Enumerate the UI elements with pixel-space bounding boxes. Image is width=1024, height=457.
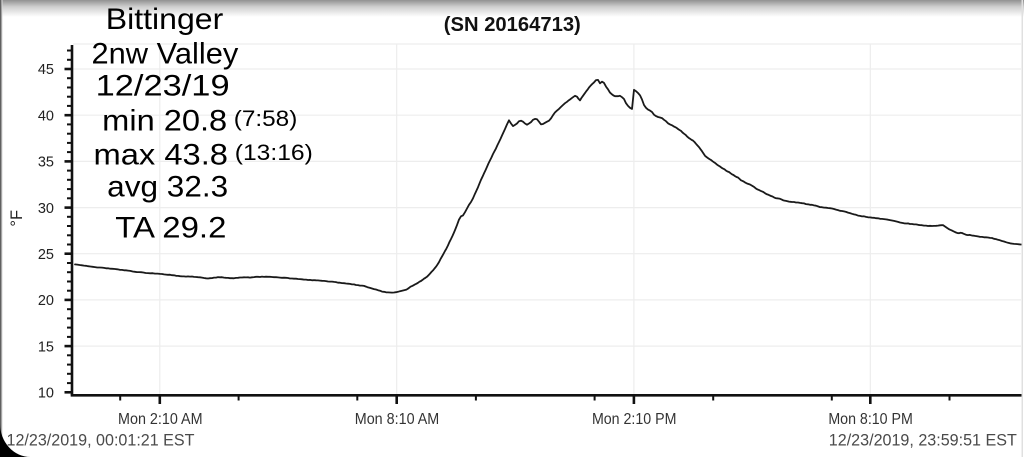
svg-text:2nw Valley: 2nw Valley bbox=[91, 38, 238, 71]
svg-text:Mon 8:10 PM: Mon 8:10 PM bbox=[828, 411, 913, 428]
svg-text:15: 15 bbox=[38, 339, 54, 355]
svg-text:max 43.8: max 43.8 bbox=[94, 138, 229, 171]
svg-text:25: 25 bbox=[38, 247, 54, 263]
svg-text:(SN 20164713): (SN 20164713) bbox=[444, 14, 581, 36]
svg-text:45: 45 bbox=[38, 62, 54, 78]
svg-text:°F: °F bbox=[8, 210, 26, 227]
svg-text:Bittinger: Bittinger bbox=[106, 3, 224, 36]
svg-text:TA 29.2: TA 29.2 bbox=[115, 211, 226, 244]
svg-text:(13:16): (13:16) bbox=[235, 140, 313, 165]
svg-text:35: 35 bbox=[38, 155, 54, 171]
svg-text:avg 32.3: avg 32.3 bbox=[107, 171, 228, 204]
svg-text:40: 40 bbox=[38, 108, 54, 124]
svg-text:10: 10 bbox=[38, 386, 54, 402]
svg-text:12/23/2019, 00:01:21 EST: 12/23/2019, 00:01:21 EST bbox=[7, 432, 195, 450]
svg-text:Mon 2:10 PM: Mon 2:10 PM bbox=[592, 411, 677, 428]
svg-text:Mon 2:10 AM: Mon 2:10 AM bbox=[118, 411, 203, 428]
svg-text:30: 30 bbox=[38, 201, 54, 217]
svg-text:20: 20 bbox=[38, 293, 54, 309]
svg-text:12/23/2019, 23:59:51 EST: 12/23/2019, 23:59:51 EST bbox=[829, 432, 1017, 450]
svg-text:(7:58): (7:58) bbox=[234, 106, 297, 131]
svg-text:12/23/19: 12/23/19 bbox=[96, 70, 230, 103]
svg-text:Mon 8:10 AM: Mon 8:10 AM bbox=[355, 411, 440, 428]
svg-text:min 20.8: min 20.8 bbox=[102, 104, 227, 137]
